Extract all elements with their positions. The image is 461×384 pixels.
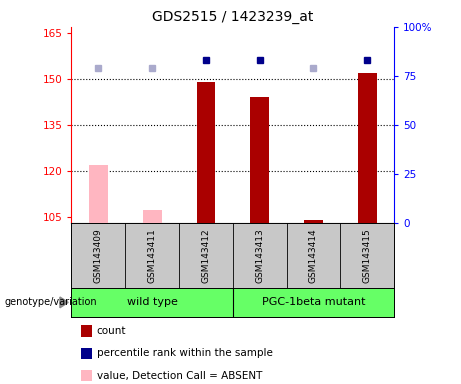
Text: GSM143411: GSM143411 <box>148 228 157 283</box>
Text: value, Detection Call = ABSENT: value, Detection Call = ABSENT <box>97 371 262 381</box>
Text: wild type: wild type <box>127 297 177 308</box>
Text: GSM143414: GSM143414 <box>309 228 318 283</box>
Text: GSM143412: GSM143412 <box>201 228 210 283</box>
Bar <box>304 220 323 223</box>
Title: GDS2515 / 1423239_at: GDS2515 / 1423239_at <box>152 10 313 25</box>
Bar <box>143 210 161 223</box>
Text: GSM143415: GSM143415 <box>363 228 372 283</box>
Text: GSM143413: GSM143413 <box>255 228 264 283</box>
Bar <box>358 73 377 223</box>
Text: percentile rank within the sample: percentile rank within the sample <box>97 348 273 358</box>
Text: GSM143409: GSM143409 <box>94 228 103 283</box>
Text: PGC-1beta mutant: PGC-1beta mutant <box>262 297 365 308</box>
Bar <box>89 165 108 223</box>
Text: count: count <box>97 326 126 336</box>
Bar <box>196 82 215 223</box>
Bar <box>250 97 269 223</box>
Text: genotype/variation: genotype/variation <box>5 297 97 308</box>
